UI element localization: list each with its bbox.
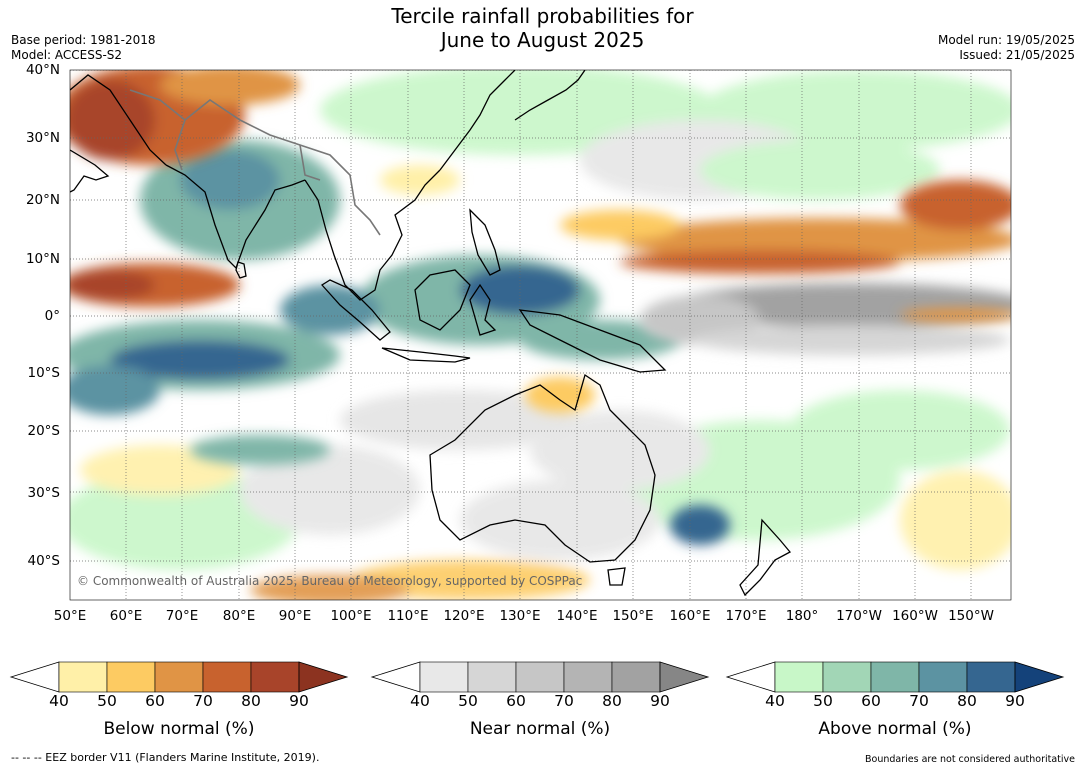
colorbar-segment [202, 661, 252, 693]
colorbar-title-above: Above normal (%) [818, 719, 972, 739]
colorbar-segment [966, 661, 1016, 693]
lat-label: 40°S [27, 553, 61, 569]
lon-label: 80°E [222, 608, 256, 624]
colorbar-segment [822, 661, 872, 693]
lat-label: 10°N [25, 251, 60, 267]
colorbar-segment [918, 661, 968, 693]
model-run-date: Model run: 19/05/2025 [937, 33, 1075, 47]
colorbar-near-normal [370, 661, 710, 693]
lon-label: 90°E [278, 608, 312, 624]
lon-label: 70°E [165, 608, 199, 624]
map-title: Tercile rainfall probabilities for June … [0, 4, 1085, 52]
colorbar-segment [467, 661, 517, 693]
lat-label: 30°N [25, 130, 60, 146]
colorbar-tick-label: 60 [861, 692, 881, 710]
lon-label: 180° [785, 608, 819, 624]
copyright-credit: © Commonwealth of Australia 2025, Bureau… [77, 574, 583, 588]
colorbar-tick-label: 50 [458, 692, 478, 710]
colorbar-segment [250, 661, 300, 693]
country-borders [129, 89, 381, 236]
colorbar-title-near: Near normal (%) [469, 719, 611, 739]
lon-label: 140°E [556, 608, 598, 624]
colorbars [9, 661, 1065, 693]
meta-right: Model run: 19/05/2025 Issued: 21/05/2025 [938, 33, 1075, 63]
colorbar-segment [563, 661, 613, 693]
coastlines [70, 70, 792, 597]
lat-label: 0° [44, 308, 60, 324]
gridlines [70, 70, 1011, 600]
colorbar-segment [58, 661, 108, 693]
model-name: Model: ACCESS-S2 [11, 48, 123, 62]
title-line-1: Tercile rainfall probabilities for [391, 4, 694, 28]
lat-label: 20°S [27, 423, 61, 439]
map-frame [69, 69, 1012, 601]
colorbar-segment [774, 661, 824, 693]
colorbar-segment [106, 661, 156, 693]
lon-label: 100°E [330, 608, 372, 624]
colorbar-tick-label: 70 [193, 692, 213, 710]
lon-label: 160°E [669, 608, 711, 624]
colorbar-tick-label: 70 [554, 692, 574, 710]
colorbar-extend-high [1014, 661, 1065, 693]
colorbar-tick-label: 80 [602, 692, 622, 710]
colorbar-tick-label: 50 [813, 692, 833, 710]
lon-label: 120°E [443, 608, 485, 624]
eez-note: -- -- -- EEZ border V11 (Flanders Marine… [11, 751, 320, 764]
colorbar-tick-label: 40 [410, 692, 430, 710]
colorbar-tick-label: 40 [49, 692, 69, 710]
colorbar-segment [154, 661, 204, 693]
colorbar-above-normal [725, 661, 1065, 693]
colorbar-tick-label: 90 [289, 692, 309, 710]
lat-label: 20°N [25, 192, 60, 208]
title-line-2: June to August 2025 [440, 28, 645, 52]
colorbar-extend-low [9, 661, 60, 693]
base-period: Base period: 1981-2018 [11, 33, 156, 47]
lon-label: 110°E [387, 608, 429, 624]
lon-label: 150°E [612, 608, 654, 624]
colorbar-segment [611, 661, 661, 693]
probability-field [70, 70, 1011, 600]
colorbar-segment [419, 661, 469, 693]
meta-left: Base period: 1981-2018 Model: ACCESS-S2 [11, 33, 156, 63]
colorbar-extend-low [370, 661, 421, 693]
colorbar-tick-label: 40 [765, 692, 785, 710]
colorbar-extend-high [298, 661, 349, 693]
lon-label: 170°E [725, 608, 767, 624]
lon-label: 130°E [499, 608, 541, 624]
lat-label: 10°S [27, 365, 61, 381]
lon-label: 160°W [892, 608, 938, 624]
colorbar-segment [870, 661, 920, 693]
colorbar-tick-label: 50 [97, 692, 117, 710]
colorbar-extend-low [725, 661, 776, 693]
colorbar-tick-label: 60 [506, 692, 526, 710]
lon-label: 60°E [109, 608, 143, 624]
colorbar-tick-label: 80 [241, 692, 261, 710]
colorbar-tick-label: 60 [145, 692, 165, 710]
colorbar-title-below: Below normal (%) [103, 719, 255, 739]
colorbar-tick-label: 90 [1005, 692, 1025, 710]
colorbar-segment [515, 661, 565, 693]
colorbar-tick-label: 90 [650, 692, 670, 710]
colorbar-tick-label: 70 [909, 692, 929, 710]
lat-label: 40°N [25, 62, 60, 78]
lat-label: 30°S [27, 485, 61, 501]
colorbar-extend-high [659, 661, 710, 693]
lon-label: 150°W [948, 608, 994, 624]
colorbar-below-normal [9, 661, 349, 693]
boundaries-disclaimer: Boundaries are not considered authoritat… [865, 754, 1075, 765]
colorbar-tick-label: 80 [957, 692, 977, 710]
lon-label: 170°W [836, 608, 882, 624]
issued-date: Issued: 21/05/2025 [959, 48, 1075, 62]
lon-label: 50°E [53, 608, 87, 624]
